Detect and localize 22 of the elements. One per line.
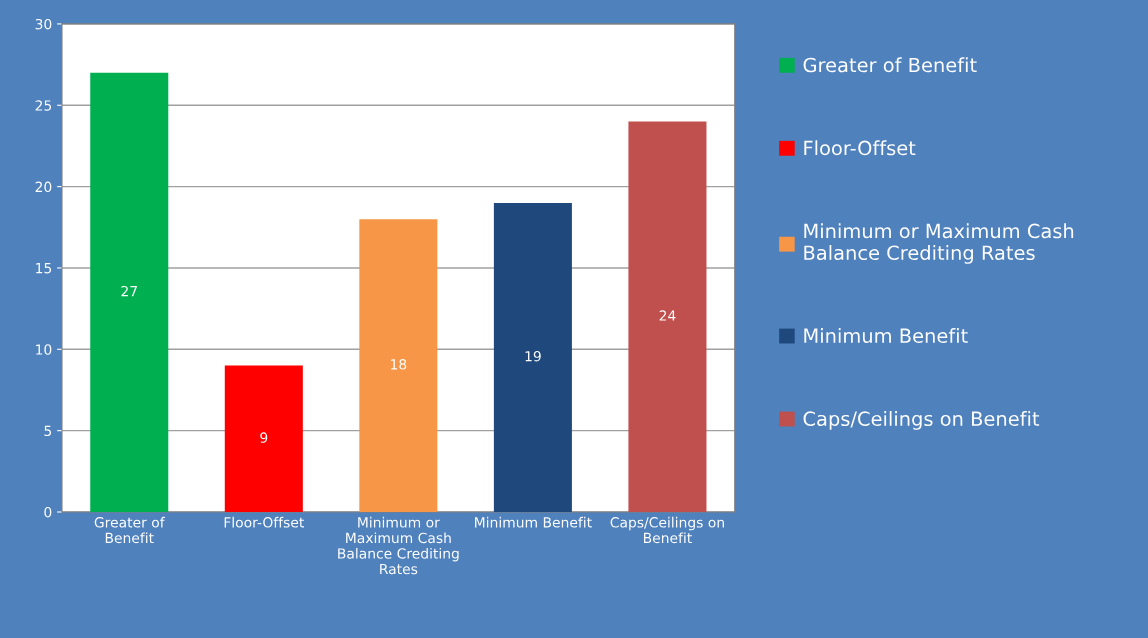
y-tick-label: 5 — [44, 425, 52, 437]
y-tick-label: 10 — [36, 344, 52, 355]
y-tick-label: 15 — [36, 263, 52, 274]
x-tick-label: Minimum Benefit — [475, 516, 592, 528]
legend-label: Caps/Ceilings on Benefit — [803, 411, 1040, 430]
legend-label: Minimum Benefit — [804, 328, 968, 344]
y-tick-label: 25 — [35, 100, 52, 111]
legend-label: Greater of Benefit — [803, 57, 977, 73]
data-label: 24 — [659, 310, 676, 321]
x-tick-label: Floor-Offset — [224, 516, 304, 528]
legend-label: Minimum or Maximum Cash Balance Crediting Rates — [804, 223, 1074, 264]
y-tick-label: 0 — [44, 506, 52, 518]
y-tick-label: 20 — [35, 181, 52, 193]
data-label: 19 — [525, 350, 541, 362]
data-label: 9 — [260, 432, 268, 443]
data-label: 27 — [121, 285, 137, 297]
legend-label: Floor-Offset — [804, 140, 916, 156]
y-tick-label: 30 — [35, 18, 52, 30]
x-tick-label: Caps/Ceilings on Benefit — [610, 516, 724, 544]
x-tick-label: Greater of Benefit — [94, 516, 165, 544]
x-tick-label: Minimum or Maximum Cash Balance Crediting Rates — [338, 516, 459, 575]
data-label: 18 — [391, 359, 407, 370]
